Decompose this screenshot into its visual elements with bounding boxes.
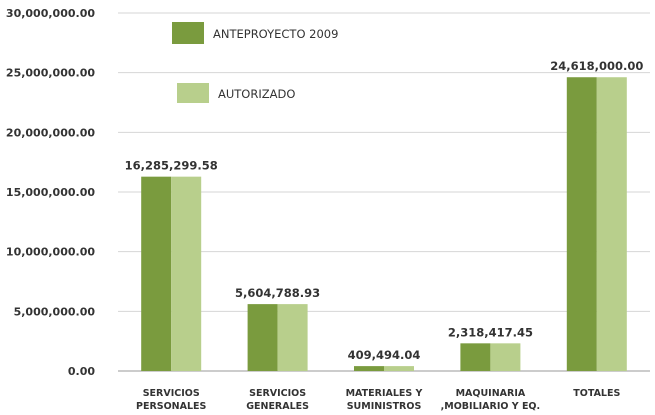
category-label: MAQUINARIA xyxy=(456,388,526,399)
data-labels: 16,285,299.58 5,604,788.93 409,494.04 2,318… xyxy=(125,59,644,362)
category-label: PERSONALES xyxy=(136,401,207,412)
data-label: 24,618,000.00 xyxy=(550,59,643,73)
y-tick-label: 5,000,000.00 xyxy=(14,305,96,318)
category-label: GENERALES xyxy=(246,401,309,412)
bar-autorizado xyxy=(596,77,627,372)
bar-anteproyecto xyxy=(566,77,597,372)
category-label: SERVICIOS xyxy=(249,388,306,399)
bar-autorizado xyxy=(384,366,414,371)
y-tick-label: 15,000,000.00 xyxy=(6,186,95,199)
bar-anteproyecto xyxy=(247,304,278,371)
bars xyxy=(141,77,627,372)
bar-autorizado xyxy=(490,343,521,371)
gridlines xyxy=(118,12,650,372)
data-label: 409,494.04 xyxy=(348,348,421,362)
y-tick-label: 0.00 xyxy=(68,365,95,378)
legend-label-autorizado: AUTORIZADO xyxy=(218,87,295,101)
legend: ANTEPROYECTO 2009 AUTORIZADO xyxy=(172,22,338,103)
legend-swatch-autorizado xyxy=(177,83,209,103)
data-label: 5,604,788.93 xyxy=(235,286,320,300)
x-axis-categories: SERVICIOS PERSONALES SERVICIOS GENERALES MAT… xyxy=(136,388,620,412)
bar-anteproyecto xyxy=(460,343,491,371)
y-axis-ticks: 0.00 5,000,000.00 10,000,000.00 15,000,000.… xyxy=(6,7,95,378)
bar-autorizado xyxy=(171,176,202,371)
category-label: MATERIALES Y xyxy=(346,388,423,399)
data-label: 16,285,299.58 xyxy=(125,159,218,173)
legend-label-anteproyecto: ANTEPROYECTO 2009 xyxy=(213,27,338,41)
category-label: TOTALES xyxy=(573,388,620,399)
category-label: SERVICIOS xyxy=(143,388,200,399)
y-tick-label: 20,000,000.00 xyxy=(6,126,95,139)
data-label: 2,318,417.45 xyxy=(448,325,533,339)
legend-swatch-anteproyecto xyxy=(172,22,204,44)
bar-anteproyecto xyxy=(141,176,172,371)
category-label: ,MOBILIARIO Y EQ. xyxy=(441,401,540,412)
y-tick-label: 10,000,000.00 xyxy=(6,246,95,259)
bar-autorizado xyxy=(277,304,308,371)
bar-anteproyecto xyxy=(354,366,384,371)
y-tick-label: 25,000,000.00 xyxy=(6,67,95,80)
y-tick-label: 30,000,000.00 xyxy=(6,7,95,20)
category-label: SUMINISTROS xyxy=(347,401,422,412)
